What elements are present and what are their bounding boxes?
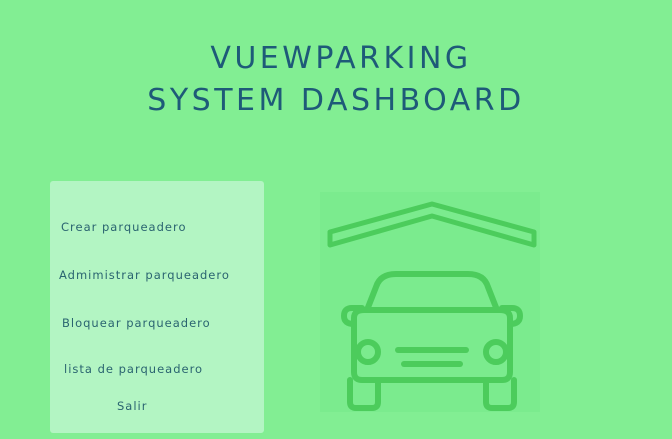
car-garage-icon bbox=[327, 201, 537, 411]
page-title: VUEWPARKING SYSTEM DASHBOARD bbox=[0, 38, 672, 122]
menu-item-administrar-parqueadero[interactable]: Admimistrar parqueadero bbox=[59, 268, 230, 282]
menu-item-bloquear-parqueadero[interactable]: Bloquear parqueadero bbox=[62, 316, 211, 330]
sidebar-menu: Crear parqueadero Admimistrar parqueader… bbox=[50, 181, 264, 433]
menu-item-salir[interactable]: Salir bbox=[117, 399, 148, 413]
menu-item-lista-parqueadero[interactable]: lista de parqueadero bbox=[64, 362, 204, 376]
title-line-2: SYSTEM DASHBOARD bbox=[147, 83, 525, 118]
car-garage-illustration bbox=[320, 192, 540, 412]
title-line-1: VUEWPARKING bbox=[210, 41, 472, 76]
menu-item-crear-parqueadero[interactable]: Crear parqueadero bbox=[61, 220, 187, 234]
